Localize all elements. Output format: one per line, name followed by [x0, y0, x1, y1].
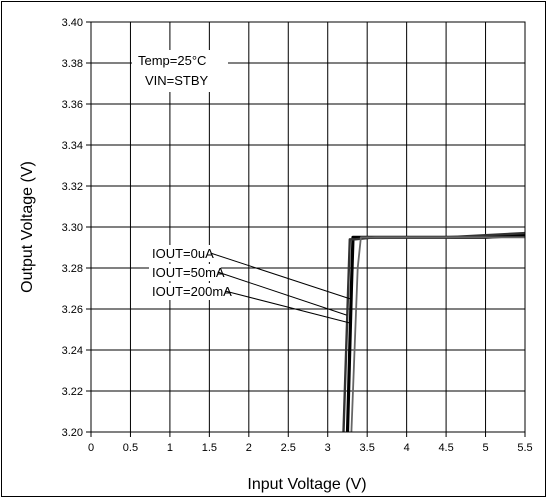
- x-tick-label: 3.5: [360, 442, 375, 454]
- y-tick-label: 3.40: [62, 17, 83, 29]
- y-tick-label: 3.32: [62, 181, 83, 193]
- conditions-box: [132, 50, 228, 92]
- y-tick-label: 3.30: [62, 222, 83, 234]
- annotation-label: IOUT=50mA: [152, 265, 225, 280]
- y-tick-label: 3.20: [62, 427, 83, 439]
- x-axis-title: Input Voltage (V): [247, 476, 366, 493]
- annotation-label: IOUT=0uA: [152, 246, 214, 261]
- x-tick-labels: 0 0.5 1 1.5 2 2.5 3 3.5 4 4.5 5 5.5: [88, 442, 533, 454]
- x-tick-label: 5: [482, 442, 488, 454]
- y-tick-label: 3.36: [62, 99, 83, 111]
- horizontal-gridlines: [91, 62, 525, 392]
- annotation-label: IOUT=200mA: [152, 284, 232, 299]
- y-tick-label: 3.24: [62, 345, 83, 357]
- y-tick-label: 3.28: [62, 263, 83, 275]
- x-tick-label: 4: [404, 442, 410, 454]
- x-tick-label: 1.5: [202, 442, 217, 454]
- y-tick-label: 3.38: [62, 58, 83, 70]
- x-tick-label: 1: [167, 442, 173, 454]
- x-tick-label: 4.5: [438, 442, 453, 454]
- x-tick-label: 5.5: [517, 442, 532, 454]
- annotation-leader: [217, 271, 347, 316]
- tick-marks: [86, 21, 526, 437]
- x-tick-label: 0.5: [123, 442, 138, 454]
- x-tick-label: 2: [246, 442, 252, 454]
- x-tick-label: 0: [88, 442, 94, 454]
- annotation-leader: [210, 252, 350, 300]
- x-tick-label: 3: [325, 442, 331, 454]
- annotation-bg: [149, 264, 221, 281]
- y-tick-label: 3.34: [62, 140, 83, 152]
- series-annotations: IOUT=0uA IOUT=50mA IOUT=200mA: [149, 245, 352, 324]
- series-line-iout-200ma: [350, 236, 525, 433]
- y-tick-label: 3.26: [62, 304, 83, 316]
- y-tick-label: 3.22: [62, 386, 83, 398]
- annotation-leader: [224, 290, 352, 324]
- y-axis-title: Output Voltage (V): [19, 161, 36, 293]
- condition-temp: Temp=25°C: [138, 53, 206, 68]
- annotation-bg: [149, 245, 214, 262]
- annotation-bg: [149, 283, 228, 300]
- series-lines: [342, 231, 526, 433]
- condition-vin: VIN=STBY: [145, 73, 209, 88]
- y-tick-labels: 3.20 3.22 3.24 3.26 3.28 3.30 3.32 3.34 3.36 3.38…: [62, 17, 83, 439]
- x-tick-label: 2.5: [281, 442, 296, 454]
